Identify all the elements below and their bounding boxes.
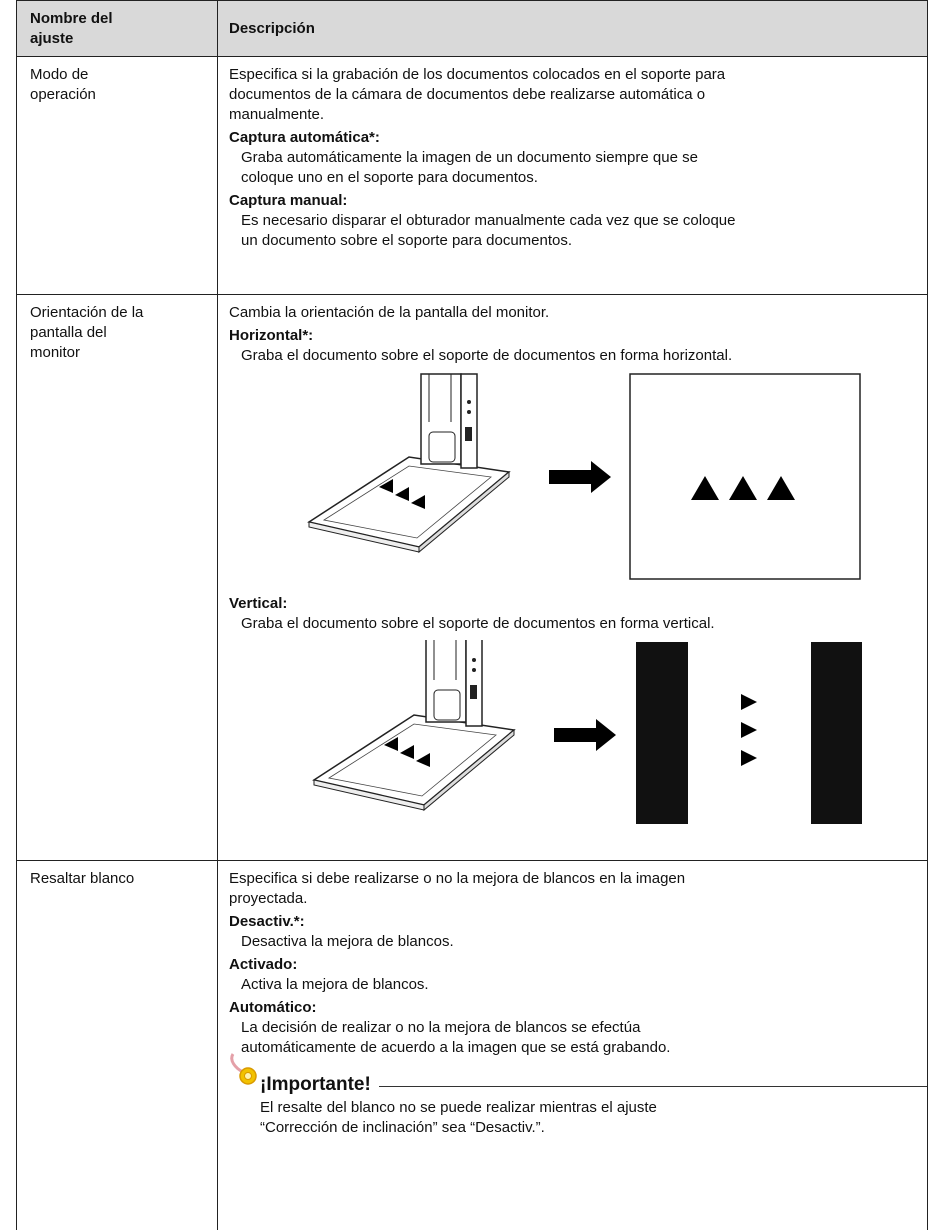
- setting-name: Orientación de la: [30, 304, 144, 321]
- table-header: Nombre del ajuste Descripción: [16, 0, 928, 57]
- header-cell: Descripción: [218, 1, 927, 57]
- table-row: Modo de operación Especifica si la grabaci…: [16, 56, 928, 295]
- description-cell: Especifica si debe realizarse o no la me…: [218, 861, 927, 1230]
- table-row: Orientación de la pantalla del monitor Camb…: [16, 294, 928, 861]
- setting-name: Resaltar blanco: [30, 870, 135, 887]
- option-label: Vertical:: [229, 595, 288, 612]
- setting-name: Modo de: [30, 66, 89, 83]
- name-cell: Modo de operación: [17, 57, 218, 295]
- header-text: ajuste: [30, 30, 74, 47]
- setting-name: operación: [30, 86, 96, 103]
- option-label: Captura automática*:: [229, 129, 380, 146]
- name-cell: Resaltar blanco: [17, 861, 218, 1230]
- figure: [313, 631, 862, 824]
- description-text: documentos de la cámara de documentos de…: [229, 86, 706, 103]
- header-cell: Nombre del ajuste: [17, 1, 218, 57]
- description-text: proyectada.: [229, 890, 308, 907]
- option-text: Es necesario disparar el obturador manua…: [241, 212, 736, 229]
- option-text: Graba el documento sobre el soporte de d…: [241, 615, 715, 632]
- note-text: “Corrección de inclinación” sea “Desacti…: [260, 1119, 545, 1136]
- option-label: Automático:: [229, 999, 317, 1016]
- option-label: Captura manual:: [229, 192, 348, 209]
- figure: [308, 373, 861, 580]
- option-text: Graba automáticamente la imagen de un do…: [241, 149, 698, 166]
- note-icon: [230, 1053, 257, 1085]
- note-rule: [379, 1086, 927, 1087]
- option-text: un documento sobre el soporte para docum…: [241, 232, 573, 249]
- option-text: Activa la mejora de blancos.: [241, 976, 429, 993]
- note-text: El resalte del blanco no se puede realiz…: [260, 1099, 657, 1116]
- description-text: manualmente.: [229, 106, 325, 123]
- option-label: Desactiv.*:: [229, 913, 305, 930]
- option-label: Horizontal*:: [229, 327, 314, 344]
- important-note: ¡Importante! El resalte del blanco no se …: [229, 1053, 927, 1138]
- table-row: Resaltar blanco Especifica si debe realiz…: [16, 860, 928, 1230]
- option-text: coloque uno en el soporte para documento…: [241, 169, 538, 186]
- description-text: Especifica si debe realizarse o no la me…: [229, 870, 686, 887]
- note-title: ¡Importante!: [260, 1074, 371, 1095]
- option-text: automáticamente de acuerdo a la imagen q…: [241, 1039, 671, 1056]
- option-label: Activado:: [229, 956, 298, 973]
- option-text: Graba el documento sobre el soporte de d…: [241, 347, 733, 364]
- option-text: Desactiva la mejora de blancos.: [241, 933, 454, 950]
- header-text: Descripción: [229, 20, 315, 37]
- setting-name: monitor: [30, 344, 81, 361]
- header-text: Nombre del: [30, 10, 113, 27]
- setting-name: pantalla del: [30, 324, 107, 341]
- description-cell: Especifica si la grabación de los docume…: [218, 57, 927, 295]
- option-text: La decisión de realizar o no la mejora d…: [241, 1019, 641, 1036]
- illustration: [229, 372, 927, 591]
- description-cell: Cambia la orientación de la pantalla del…: [218, 295, 927, 861]
- description-text: Especifica si la grabación de los docume…: [229, 66, 726, 83]
- description-text: Cambia la orientación de la pantalla del…: [229, 304, 550, 321]
- illustration: [229, 631, 927, 839]
- name-cell: Orientación de la pantalla del monitor: [17, 295, 218, 861]
